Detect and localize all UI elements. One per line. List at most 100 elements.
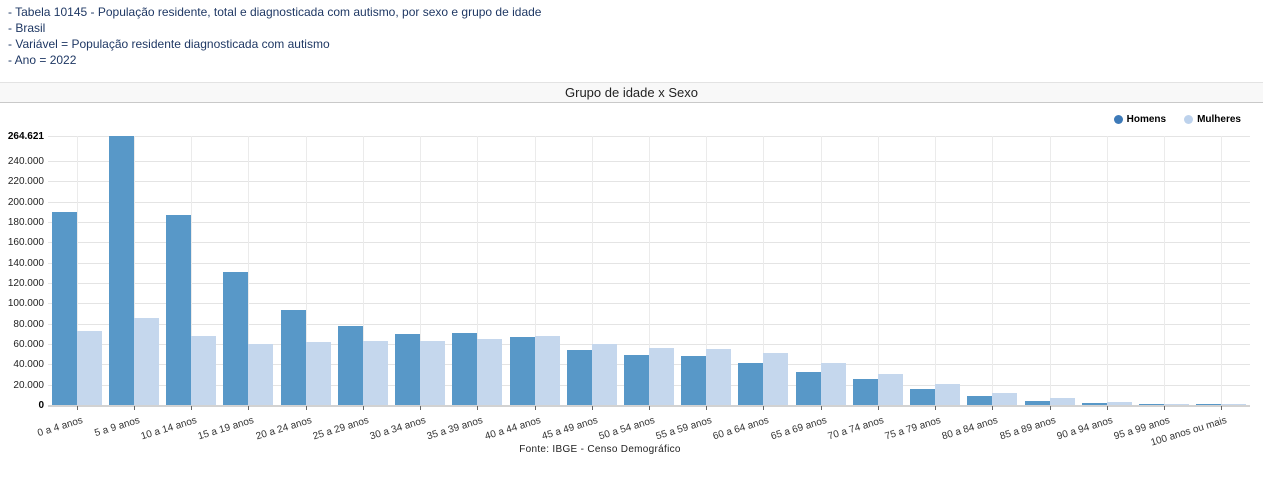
bar-homens-17[interactable] (967, 395, 993, 405)
x-axis-tick (420, 406, 422, 410)
y-tick-label: 200.000 (7, 196, 44, 208)
header-line-variable: - Variável = População residente diagnos… (8, 37, 330, 51)
homens-dot-icon (1113, 115, 1123, 124)
chart-title-band: Grupo de idade x Sexo (0, 82, 1263, 103)
bar-homens-13[interactable] (738, 363, 764, 405)
x-axis-tick (1106, 406, 1108, 410)
bar-mulheres-19[interactable] (1106, 402, 1132, 405)
bar-homens-14[interactable] (795, 371, 821, 405)
bar-homens-12[interactable] (681, 356, 707, 405)
bar-mulheres-6[interactable] (362, 341, 388, 405)
bar-mulheres-14[interactable] (820, 363, 846, 405)
mulheres-dot-icon (1184, 115, 1194, 124)
legend-item-mulheres[interactable]: Mulheres (1184, 114, 1241, 125)
y-tick-label: 140.000 (7, 257, 44, 269)
bar-mulheres-7[interactable] (420, 340, 446, 405)
x-axis-tick (534, 406, 536, 410)
y-tick-label: 80.000 (13, 318, 44, 330)
bar-mulheres-10[interactable] (591, 343, 617, 405)
y-tick-label: 60.000 (13, 339, 44, 350)
bar-mulheres-4[interactable] (248, 344, 274, 405)
bar-homens-11[interactable] (624, 354, 649, 405)
x-axis-tick (191, 406, 193, 410)
bar-mulheres-15[interactable] (877, 373, 903, 405)
x-axis-tick (133, 406, 135, 410)
bar-homens-5[interactable] (280, 310, 306, 405)
bar-homens-6[interactable] (337, 325, 363, 405)
bar-mulheres-20[interactable] (1164, 403, 1190, 405)
bar-homens-3[interactable] (166, 214, 192, 405)
x-axis-tick (820, 406, 822, 410)
x-axis-tick (649, 406, 650, 410)
x-gridline (362, 136, 364, 405)
x-gridline (706, 136, 708, 405)
report-header: - Tabela 10145 - População residente, to… (8, 4, 541, 68)
bar-mulheres-11[interactable] (649, 347, 674, 405)
x-axis-tick (877, 406, 879, 410)
x-axis-tick (992, 406, 994, 410)
bar-mulheres-12[interactable] (706, 349, 732, 405)
bar-homens-1[interactable] (51, 211, 77, 405)
bar-homens-7[interactable] (395, 334, 421, 405)
bar-homens-15[interactable] (852, 378, 878, 405)
bar-mulheres-9[interactable] (534, 335, 560, 405)
y-tick-label: 120.000 (7, 278, 44, 289)
x-gridline (420, 136, 422, 405)
x-gridline (877, 136, 879, 405)
x-gridline (1106, 136, 1108, 405)
header-line-table: - Tabela 10145 - População residente, to… (8, 5, 542, 19)
x-axis-tick (1221, 406, 1223, 410)
bar-homens-9[interactable] (509, 336, 535, 405)
x-gridline (935, 136, 937, 405)
bar-mulheres-8[interactable] (477, 338, 503, 405)
y-tick-label: 20.000 (13, 379, 44, 391)
x-axis-tick (305, 406, 307, 410)
bar-homens-18[interactable] (1024, 400, 1050, 405)
y-tick-label: 240.000 (7, 156, 44, 168)
x-gridline (133, 136, 135, 405)
bar-homens-8[interactable] (452, 333, 478, 405)
x-axis-tick (1164, 406, 1166, 410)
legend-item-homens[interactable]: Homens (1113, 114, 1166, 125)
x-axis-tick (477, 406, 479, 410)
x-axis-tick (935, 406, 937, 410)
bar-mulheres-21[interactable] (1221, 404, 1247, 405)
bar-homens-2[interactable] (108, 136, 134, 405)
bar-mulheres-1[interactable] (76, 330, 102, 405)
bar-mulheres-13[interactable] (763, 353, 789, 405)
y-tick-label: 100.000 (7, 298, 44, 310)
y-tick-label: 220.000 (7, 176, 44, 188)
page: - Tabela 10145 - População residente, to… (0, 4, 1263, 455)
y-tick-label: 40.000 (13, 359, 44, 371)
bar-homens-21[interactable] (1196, 404, 1222, 405)
y-axis-labels: 0 20.000 40.000 60.000 80.000 100.000 120.000 1… (0, 131, 44, 411)
x-gridline (820, 136, 822, 405)
x-gridline (534, 136, 536, 405)
bar-homens-16[interactable] (910, 389, 936, 405)
y-tick-label: 180.000 (7, 217, 44, 229)
bar-mulheres-18[interactable] (1049, 398, 1075, 405)
x-axis-tick (76, 406, 78, 410)
x-gridline (1221, 136, 1223, 405)
bar-mulheres-16[interactable] (935, 383, 961, 405)
bar-homens-4[interactable] (223, 272, 249, 405)
x-gridline (763, 136, 765, 405)
bar-mulheres-3[interactable] (191, 335, 217, 405)
x-axis-tick (1049, 406, 1051, 410)
bar-homens-10[interactable] (566, 349, 592, 405)
x-gridline (649, 136, 650, 405)
bar-mulheres-5[interactable] (305, 341, 331, 405)
x-gridline (76, 136, 78, 405)
x-gridline (591, 136, 593, 405)
bar-homens-20[interactable] (1139, 404, 1165, 405)
y-tick-label: 160.000 (7, 237, 44, 249)
bar-mulheres-17[interactable] (992, 392, 1018, 405)
x-gridline (477, 136, 479, 405)
x-gridline (191, 136, 193, 405)
x-axis-tick (362, 406, 364, 410)
bar-mulheres-2[interactable] (133, 317, 159, 405)
bar-homens-19[interactable] (1081, 403, 1107, 405)
x-axis-tick (591, 406, 593, 410)
x-gridline (992, 136, 994, 405)
source-note: Fonte: IBGE - Censo Demográfico (519, 444, 681, 455)
